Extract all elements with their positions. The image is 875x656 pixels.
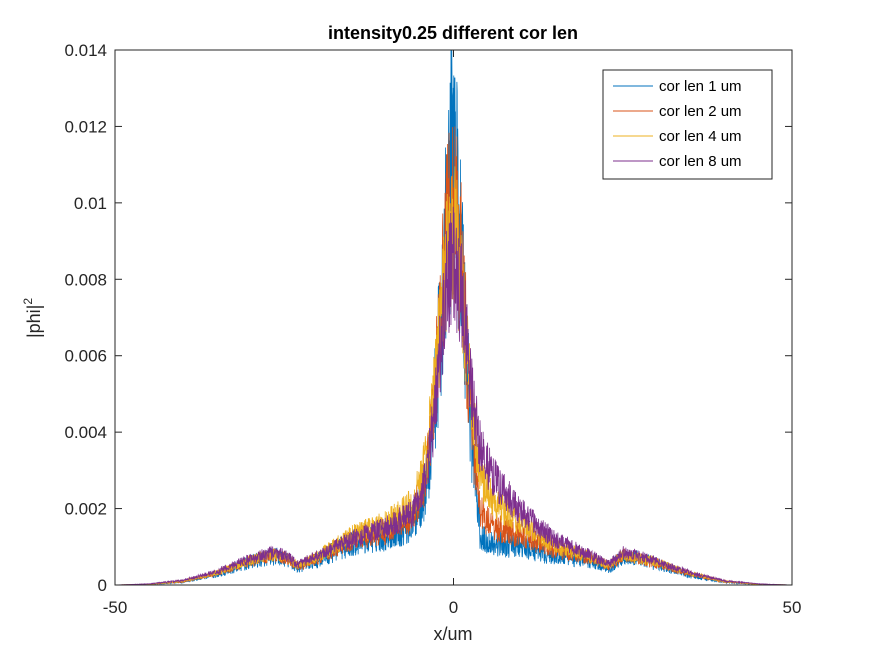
y-tick-label: 0.006 (64, 347, 107, 366)
x-tick-label: 0 (449, 598, 458, 617)
series-line-4 (114, 206, 793, 586)
x-tick-label: -50 (103, 598, 128, 617)
y-tick-label: 0.008 (64, 270, 107, 289)
ticks-layer: -50 0 50 0 0.002 0.004 0.006 0.008 0.01 0.012 0.01… (64, 41, 801, 617)
series-layer (114, 49, 793, 586)
legend-label: cor len 2 um (659, 103, 742, 120)
y-tick-label: 0 (98, 576, 107, 595)
y-tick-label: 0.014 (64, 41, 107, 60)
chart-title: intensity0.25 different cor len (328, 23, 578, 43)
legend-label: cor len 4 um (659, 128, 742, 145)
legend: cor len 1 um cor len 2 um cor len 4 um cor … (602, 69, 773, 180)
x-axis-label: x/um (433, 624, 472, 644)
y-axis-label-main: |phi| (24, 305, 44, 338)
y-axis-label: |phi|2 (21, 298, 44, 338)
y-tick-label: 0.004 (64, 423, 107, 442)
legend-label: cor len 1 um (659, 78, 742, 95)
x-tick-label: 50 (783, 598, 802, 617)
y-tick-label: 0.012 (64, 117, 107, 136)
y-tick-label: 0.002 (64, 500, 107, 519)
y-tick-label: 0.01 (74, 194, 107, 213)
legend-label: cor len 8 um (659, 153, 742, 170)
y-axis-label-superscript: 2 (21, 298, 35, 305)
